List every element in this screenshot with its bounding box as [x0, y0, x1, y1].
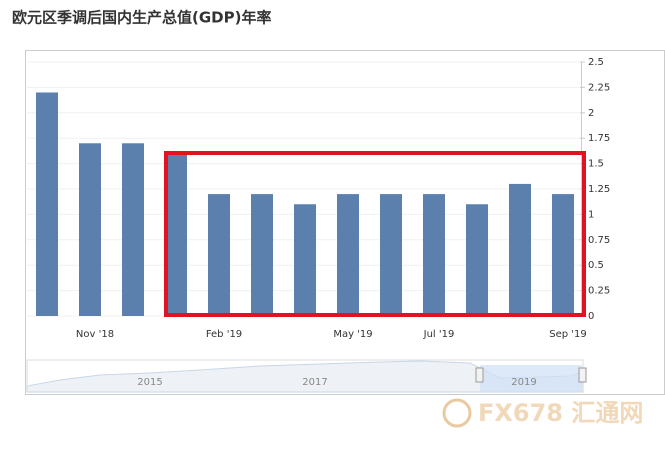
bar [122, 143, 144, 316]
navigator-selection[interactable] [480, 365, 582, 392]
highlight-box [164, 151, 586, 317]
y-tick-label: 1.75 [588, 133, 610, 144]
bar [79, 143, 101, 316]
x-tick-label: May '19 [333, 329, 372, 340]
x-tick-label: Feb '19 [206, 329, 242, 340]
bar [36, 92, 58, 316]
y-tick-label: 1.5 [588, 159, 604, 170]
bar [380, 194, 402, 316]
y-tick-label: 1 [588, 209, 594, 220]
navigator [26, 359, 587, 393]
y-tick-label: 0 [588, 311, 594, 322]
y-tick-label: 2 [588, 108, 594, 119]
navigator-label: 2015 [137, 377, 162, 388]
bar [466, 204, 488, 316]
watermark-logo [442, 398, 472, 428]
x-tick-label: Nov '18 [76, 329, 114, 340]
y-tick-label: 2.5 [588, 57, 604, 68]
watermark-text: FX678 汇通网 [478, 399, 643, 427]
y-tick-label: 0.25 [588, 286, 610, 297]
navigator-label: 2017 [302, 377, 327, 388]
bar [251, 194, 273, 316]
watermark: FX678 汇通网 [442, 398, 643, 428]
navigator-handle[interactable] [578, 367, 587, 383]
bar [552, 194, 574, 316]
x-tick-label: Sep '19 [549, 329, 587, 340]
plot-area: 0 0.25 0.5 0.75 1 1.25 1.5 1.75 2 2.25 2.5 Nov '18 F… [25, 57, 610, 340]
navigator-label: 2019 [511, 377, 536, 388]
bar [294, 204, 316, 316]
y-tick-label: 0.75 [588, 235, 610, 246]
bar [337, 194, 359, 316]
bar [165, 153, 187, 316]
y-tick-label: 2.25 [588, 82, 610, 93]
bar [423, 194, 445, 316]
navigator-handle[interactable] [475, 367, 484, 383]
x-tick-label: Jul '19 [423, 329, 455, 340]
y-tick-label: 0.5 [588, 260, 604, 271]
bar [208, 194, 230, 316]
chart-title: 欧元区季调后国内生产总值(GDP)年率 [12, 9, 271, 27]
y-tick-label: 1.25 [588, 184, 610, 195]
bar [509, 183, 531, 316]
